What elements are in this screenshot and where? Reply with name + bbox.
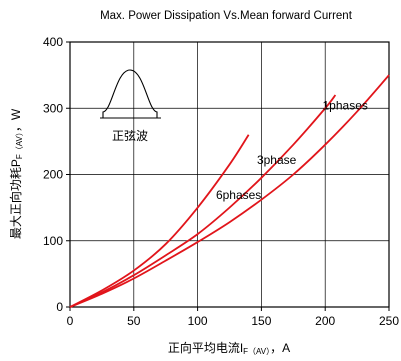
series-labels: 6phases 3phase 1phases bbox=[216, 98, 368, 202]
ticks: 0 50 100 150 200 250 0 100 200 300 400 bbox=[43, 35, 399, 328]
series-line-3phase bbox=[69, 94, 337, 308]
x-tick-label: 150 bbox=[251, 314, 271, 328]
grid bbox=[70, 42, 389, 307]
x-tick-label: 250 bbox=[379, 314, 399, 328]
y-axis-title-sub: F（AV） bbox=[15, 132, 24, 159]
series bbox=[69, 74, 390, 308]
series-line-1phases bbox=[69, 74, 390, 308]
sine-wave-inset: 正弦波 bbox=[100, 69, 161, 143]
y-tick-label: 200 bbox=[43, 168, 63, 182]
y-tick-label: 0 bbox=[56, 300, 63, 314]
x-tick-label: 100 bbox=[188, 314, 208, 328]
y-tick-label: 400 bbox=[43, 35, 63, 49]
series-line-6phases bbox=[69, 134, 250, 308]
sine-half-wave-icon bbox=[102, 69, 158, 118]
series-label-6phases: 6phases bbox=[216, 188, 261, 202]
x-tick-label: 200 bbox=[315, 314, 335, 328]
x-axis-title-unit: ，A bbox=[270, 341, 290, 355]
x-tick-label: 0 bbox=[67, 314, 74, 328]
x-tick-label: 50 bbox=[127, 314, 141, 328]
x-axis-title-main: 正向平均电流I bbox=[168, 340, 243, 355]
y-axis-title: 最大正向功耗PF（AV），W bbox=[8, 108, 24, 239]
chart-title: Max. Power Dissipation Vs.Mean forward C… bbox=[100, 10, 353, 22]
series-label-1phases: 1phases bbox=[323, 98, 368, 112]
y-axis-title-main: 最大正向功耗P bbox=[8, 159, 23, 239]
sine-wave-label: 正弦波 bbox=[112, 128, 148, 143]
x-axis-title: 正向平均电流IF（AV），A bbox=[168, 340, 290, 356]
y-tick-label: 100 bbox=[43, 234, 63, 248]
y-axis-title-unit: ，W bbox=[9, 108, 23, 132]
series-label-3phase: 3phase bbox=[257, 153, 297, 167]
x-axis-title-sub: F（AV） bbox=[243, 347, 270, 356]
y-tick-label: 300 bbox=[43, 101, 63, 115]
